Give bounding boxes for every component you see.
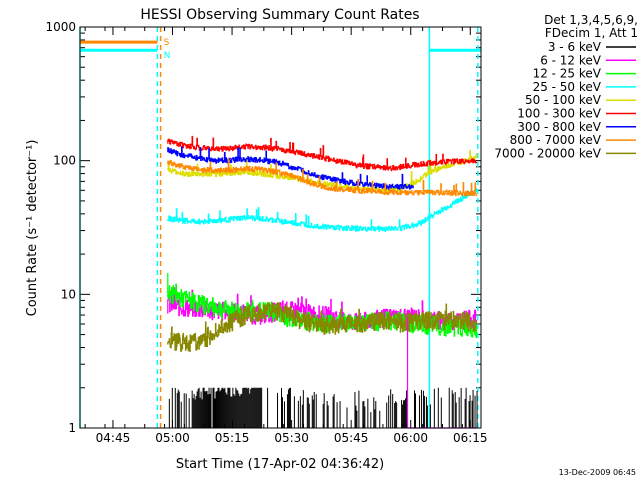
legend-label: 25 - 50 keV (533, 80, 602, 94)
x-axis-label: Start Time (17-Apr-02 04:36:42) (176, 457, 384, 472)
vertical-markers (79, 27, 479, 428)
series-line (167, 272, 478, 339)
legend-header-1: Det 1,3,4,5,6,9, (544, 13, 638, 27)
series-line (167, 187, 478, 232)
y-tick-label: 1 (68, 421, 76, 435)
flag-lines: SN (80, 38, 481, 61)
plot-frame (79, 26, 482, 429)
series-line (167, 158, 478, 197)
flag-label: S (164, 38, 170, 48)
legend-label: 7000 - 20000 keV (494, 146, 601, 160)
legend-label: 6 - 12 keV (540, 53, 602, 67)
legend-label: 800 - 7000 keV (510, 133, 602, 147)
y-axis: 1 10 100 1000 (45, 20, 481, 435)
legend: Det 1,3,4,5,6,9, FDecim 1, Att 1 3 - 6 k… (494, 13, 638, 160)
footer-timestamp: 13-Dec-2009 06:45 (559, 468, 636, 477)
legend-label: 12 - 25 keV (533, 67, 602, 81)
x-tick-label: 06:15 (453, 431, 488, 445)
legend-label: 3 - 6 keV (548, 40, 602, 54)
x-tick-label: 05:45 (334, 431, 369, 445)
legend-label: 300 - 800 keV (517, 120, 601, 134)
x-tick-label: 04:45 (96, 431, 131, 445)
legend-label: 50 - 100 keV (525, 93, 602, 107)
legend-header-2: FDecim 1, Att 1 (545, 26, 638, 40)
x-tick-label: 05:00 (155, 431, 190, 445)
series-line (167, 302, 478, 352)
x-tick-label: 05:30 (274, 431, 309, 445)
legend-label: 100 - 300 keV (517, 107, 601, 121)
y-tick-label: 1000 (45, 20, 76, 34)
series-lines (167, 135, 478, 429)
flag-label: N (164, 51, 171, 61)
x-tick-label: 05:15 (215, 431, 250, 445)
chart-title: HESSI Observing Summary Count Rates (140, 7, 419, 23)
series-line (167, 135, 478, 172)
y-tick-label: 10 (61, 287, 76, 301)
x-axis: 04:45 05:00 05:15 05:30 05:45 06:00 06:15 (84, 27, 488, 445)
y-axis-label: Count Rate (s⁻¹ detector⁻¹) (25, 140, 40, 317)
x-tick-label: 06:00 (393, 431, 428, 445)
y-tick-label: 100 (53, 154, 76, 168)
